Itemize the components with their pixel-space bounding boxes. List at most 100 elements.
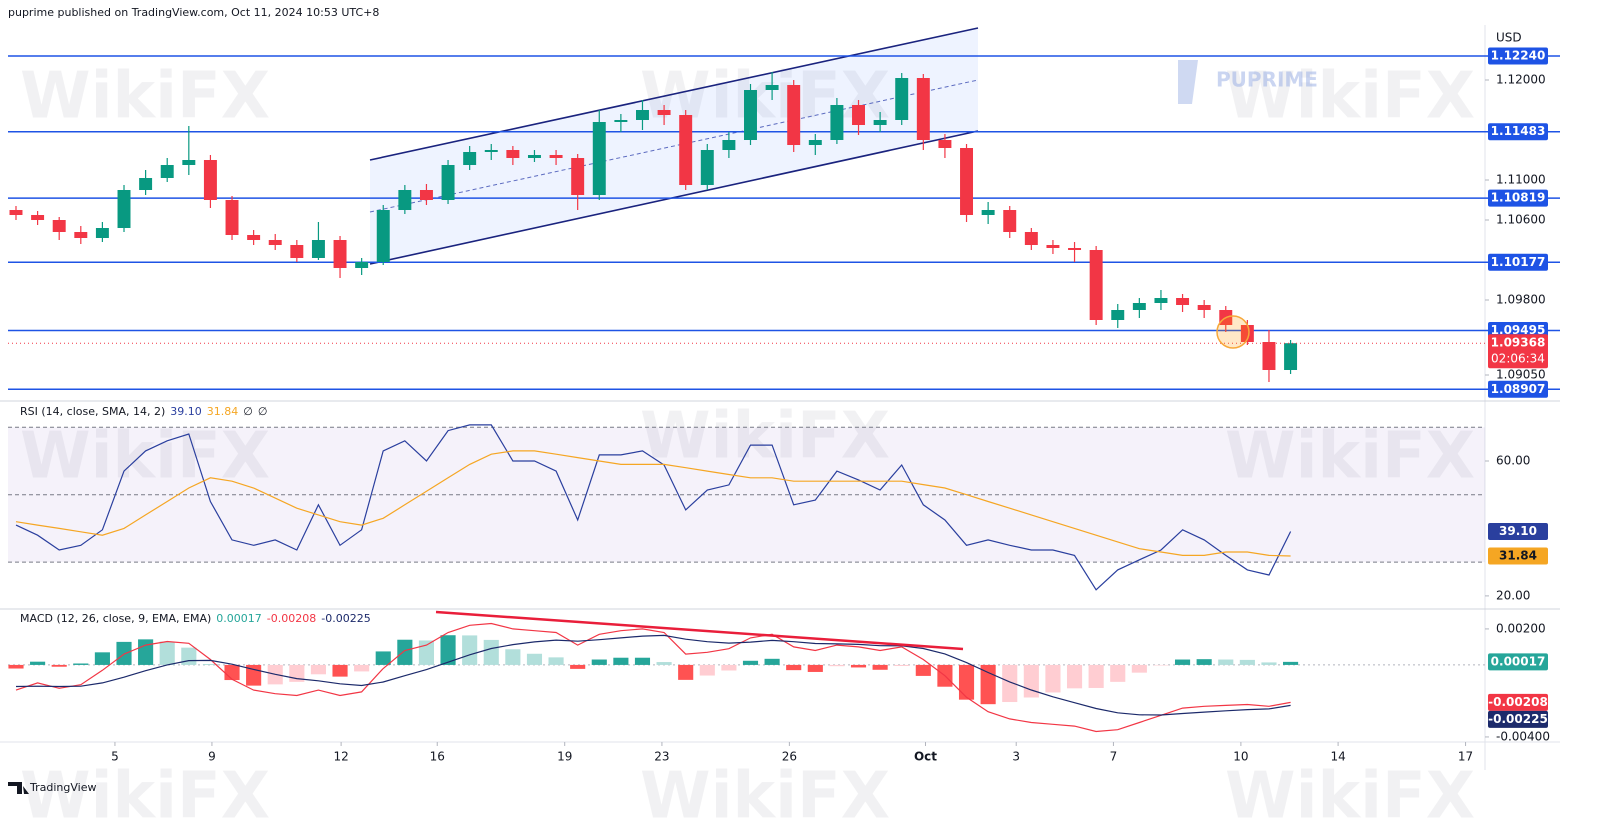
macd-histogram-bar	[332, 664, 348, 677]
macd-histogram-bar	[181, 647, 197, 665]
candle-body	[290, 245, 304, 258]
macd-line	[15, 634, 1291, 716]
y-tick-label: 1.11000	[1496, 173, 1546, 187]
macd-histogram-bar	[1283, 661, 1299, 665]
macd-histogram-bar	[1002, 664, 1018, 703]
candle-body	[938, 140, 952, 148]
candle-body	[441, 165, 455, 200]
axis-badge	[1488, 522, 1548, 540]
puprime-logo	[1178, 60, 1198, 104]
publisher-line: puprime published on TradingView.com, Oc…	[8, 6, 379, 19]
macd-histogram-bar	[699, 664, 715, 676]
candle-body	[376, 210, 390, 262]
macd-line	[15, 622, 1291, 733]
candle-body	[1046, 245, 1060, 248]
macd-histogram-bar	[30, 661, 46, 665]
axis-badge	[1488, 710, 1548, 728]
watermark: WikiFX	[640, 760, 890, 819]
candle-body	[95, 228, 109, 238]
y-tick-label: 20.00	[1496, 588, 1530, 602]
candle-body	[203, 160, 217, 200]
macd-histogram-bar	[440, 635, 456, 665]
candle-body	[1024, 232, 1038, 245]
macd-histogram-bar	[462, 635, 478, 665]
macd-histogram-bar	[418, 640, 435, 665]
candle-body	[268, 240, 282, 245]
plot-layer	[8, 55, 1560, 733]
macd-histogram-bar	[591, 659, 607, 665]
candle-body	[355, 262, 369, 268]
x-tick-label: 10	[1233, 750, 1248, 764]
macd-histogram-bar	[850, 664, 867, 668]
watermark: WikiFX	[20, 60, 270, 134]
candle-body	[506, 150, 520, 158]
y-tick-label: 0.00200	[1496, 621, 1546, 635]
candle-body	[333, 240, 347, 268]
macd-histogram-bar	[397, 639, 413, 665]
pane-legend: RSI (14, close, SMA, 14, 2) 39.10 31.84 ∅ ∅	[20, 405, 267, 418]
y-tick-label: 1.12000	[1496, 73, 1546, 87]
macd-histogram-bar	[159, 641, 175, 665]
macd-histogram-bar	[872, 664, 888, 670]
candle-body	[419, 190, 433, 200]
candle-body	[117, 190, 131, 228]
x-tick-label: 23	[654, 750, 669, 764]
macd-histogram-bar	[807, 664, 823, 672]
macd-histogram-bar	[786, 664, 802, 671]
candle-body	[52, 220, 66, 232]
candle-body	[808, 140, 822, 145]
tv-logo	[8, 782, 29, 794]
candle-body	[1284, 343, 1298, 370]
macd-histogram-bar	[375, 651, 391, 665]
candle-body	[895, 78, 909, 120]
candle-body	[916, 78, 930, 140]
channel-mid	[369, 79, 979, 213]
macd-histogram-bar	[915, 664, 931, 676]
candle-body	[614, 120, 628, 122]
countdown-label: 02:06:34	[1491, 352, 1545, 366]
legend-item: -0.00225	[321, 612, 370, 625]
macd-histogram-bar	[1088, 664, 1104, 688]
axis-badge	[1488, 47, 1548, 65]
macd-histogram-bar	[94, 652, 110, 665]
axis-badge-label: -0.00225	[1488, 712, 1548, 726]
macd-histogram-bar	[613, 657, 629, 665]
candle-body	[1154, 298, 1168, 303]
axis-badge-label: 1.12240	[1491, 49, 1546, 63]
candle-body	[182, 160, 196, 165]
macd-histogram-bar	[1261, 662, 1277, 665]
macd-histogram-bar	[980, 664, 996, 705]
macd-histogram-bar	[483, 639, 499, 665]
legend-item: 0.00017	[216, 612, 262, 625]
legend-item: MACD (12, 26, close, 9, EMA, EMA)	[20, 612, 211, 625]
legend-item: 39.10	[170, 405, 202, 418]
x-tick-label: 14	[1330, 750, 1345, 764]
candle-body	[1111, 310, 1125, 320]
axis-badge	[1488, 123, 1548, 141]
candle-body	[700, 150, 714, 185]
legend-item: RSI (14, close, SMA, 14, 2)	[20, 405, 165, 418]
watermark: WikiFX	[20, 760, 270, 819]
x-tick-label: 9	[208, 750, 216, 764]
rsi-line	[15, 424, 1292, 591]
macd-histogram-bar	[224, 664, 240, 681]
macd-histogram-bar	[354, 664, 370, 672]
axis-badge-label: 31.84	[1499, 548, 1537, 562]
candle-body	[852, 105, 865, 125]
candle-body	[1240, 325, 1254, 342]
macd-histogram-bar	[505, 649, 521, 665]
pane-legend: MACD (12, 26, close, 9, EMA, EMA) 0.00017…	[20, 612, 371, 625]
watermark: WikiFX	[640, 400, 890, 474]
axis-badge	[1488, 547, 1548, 565]
axis-badge-label: -0.00208	[1488, 695, 1548, 709]
candle-body	[873, 120, 887, 125]
candle-body	[1003, 210, 1017, 232]
candle-body	[960, 148, 974, 215]
watermark-brand: PUPRIME	[1216, 68, 1318, 92]
macd-histogram-bar	[1196, 659, 1212, 665]
watermark: WikiFX	[1225, 60, 1475, 134]
macd-histogram-bar	[1131, 664, 1147, 673]
macd-histogram-bar	[1153, 664, 1169, 666]
macd-histogram-bar	[764, 658, 780, 665]
candle-body	[1132, 303, 1146, 310]
